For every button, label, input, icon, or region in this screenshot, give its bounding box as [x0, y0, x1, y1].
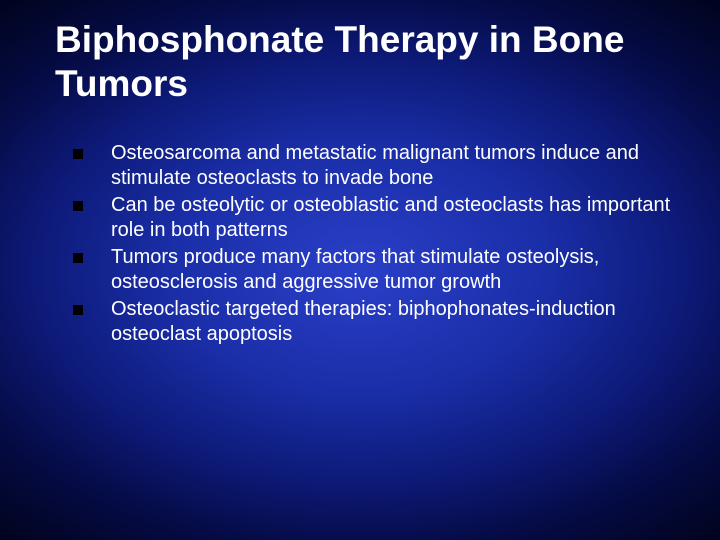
bullet-item: Tumors produce many factors that stimula… — [73, 245, 680, 295]
bullet-item: Osteoclastic targeted therapies: biphoph… — [73, 297, 680, 347]
bullet-list: Osteosarcoma and metastatic malignant tu… — [73, 141, 680, 347]
slide: Biphosphonate Therapy in Bone Tumors Ost… — [0, 0, 720, 540]
slide-title: Biphosphonate Therapy in Bone Tumors — [55, 18, 680, 105]
bullet-item: Osteosarcoma and metastatic malignant tu… — [73, 141, 680, 191]
bullet-item: Can be osteolytic or osteoblastic and os… — [73, 193, 680, 243]
